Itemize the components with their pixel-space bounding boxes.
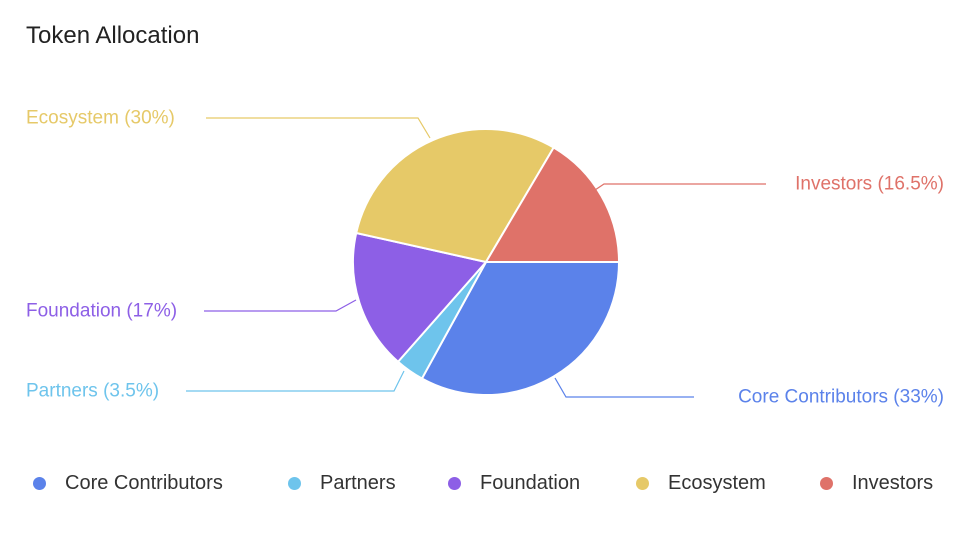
legend-item-partners[interactable]: Partners [288, 466, 396, 500]
leader-line-core-contributors [554, 377, 694, 398]
pie-slice-investors[interactable] [485, 146, 620, 263]
leader-line-ecosystem [206, 117, 431, 139]
legend-swatch-ecosystem [636, 476, 649, 490]
legend-swatch-core-contributors [33, 476, 46, 490]
pie-slice-foundation[interactable] [352, 231, 487, 363]
legend-swatch-foundation [448, 476, 461, 490]
legend-item-investors[interactable]: Investors [820, 466, 933, 500]
legend-item-core-contributors[interactable]: Core Contributors [33, 466, 223, 500]
legend-label-investors: Investors [852, 471, 934, 494]
leader-line-investors [591, 183, 766, 193]
legend-label-foundation: Foundation [480, 471, 581, 494]
slice-label-ecosystem: Ecosystem (30%) [26, 108, 175, 129]
chart-title: Token Allocation [26, 22, 200, 49]
pie-chart: Core Contributors (33%) Partners (3.5%) Fo… [26, 108, 944, 408]
slice-label-core-contributors: Core Contributors (33%) [738, 387, 944, 408]
leader-line-partners [186, 370, 405, 392]
legend-label-ecosystem: Ecosystem [668, 471, 766, 494]
legend-label-partners: Partners [320, 471, 396, 494]
legend: Core Contributors Partners Foundation Ec… [0, 466, 969, 500]
slice-label-investors: Investors (16.5%) [795, 174, 944, 195]
legend-swatch-partners [288, 476, 301, 490]
slice-label-partners: Partners (3.5%) [26, 381, 159, 402]
legend-swatch-investors [820, 476, 833, 490]
leader-line-foundation [204, 299, 357, 312]
legend-item-foundation[interactable]: Foundation [448, 466, 580, 500]
legend-label-core-contributors: Core Contributors [65, 471, 223, 494]
slice-label-foundation: Foundation (17%) [26, 301, 177, 322]
legend-item-ecosystem[interactable]: Ecosystem [636, 466, 766, 500]
pie-slice-core-contributors[interactable] [420, 261, 620, 396]
pie-slice-ecosystem[interactable] [355, 128, 555, 263]
